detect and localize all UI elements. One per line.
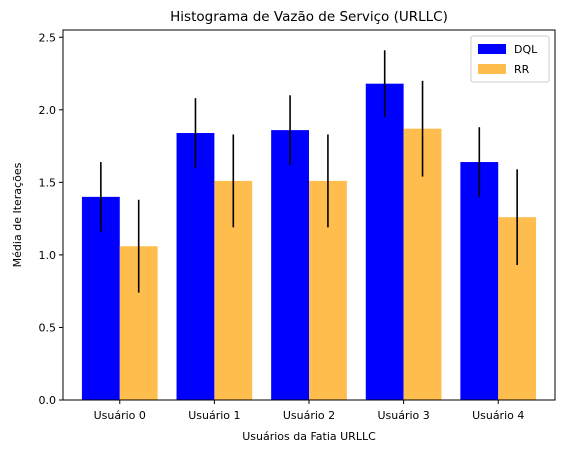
bar-dql-2 bbox=[271, 130, 309, 400]
x-tick-label: Usuário 4 bbox=[472, 409, 524, 422]
x-axis-label: Usuários da Fatia URLLC bbox=[242, 430, 376, 443]
x-tick-label: Usuário 0 bbox=[94, 409, 146, 422]
y-tick-label: 1.0 bbox=[39, 249, 57, 262]
y-axis: 0.0 0.5 1.0 1.5 2.0 2.5 bbox=[39, 31, 63, 407]
bar-dql-1 bbox=[176, 133, 215, 401]
legend-swatch-rr bbox=[478, 64, 506, 74]
legend-swatch-dql bbox=[478, 44, 506, 54]
y-axis-label: Média de Iterações bbox=[11, 162, 24, 267]
x-tick-label: Usuário 3 bbox=[377, 409, 429, 422]
y-tick-label: 2.5 bbox=[39, 31, 57, 44]
legend-label-rr: RR bbox=[514, 63, 530, 76]
y-tick-label: 0.5 bbox=[39, 321, 57, 334]
legend-box bbox=[470, 35, 550, 83]
y-tick-label: 0.0 bbox=[39, 394, 57, 407]
x-tick-label: Usuário 2 bbox=[283, 409, 335, 422]
x-tick-label: Usuário 1 bbox=[188, 409, 240, 422]
legend: DQL RR bbox=[470, 35, 550, 83]
chart-title: Histograma de Vazão de Serviço (URLLC) bbox=[170, 9, 448, 25]
x-axis: Usuário 0 Usuário 1 Usuário 2 Usuário 3 Usuá… bbox=[94, 400, 524, 422]
bar-dql-4 bbox=[460, 162, 499, 400]
bar-dql-3 bbox=[365, 83, 404, 400]
y-tick-label: 1.5 bbox=[39, 176, 57, 189]
plot-marks bbox=[81, 50, 537, 401]
y-tick-label: 2.0 bbox=[39, 104, 57, 117]
legend-label-dql: DQL bbox=[514, 43, 538, 56]
